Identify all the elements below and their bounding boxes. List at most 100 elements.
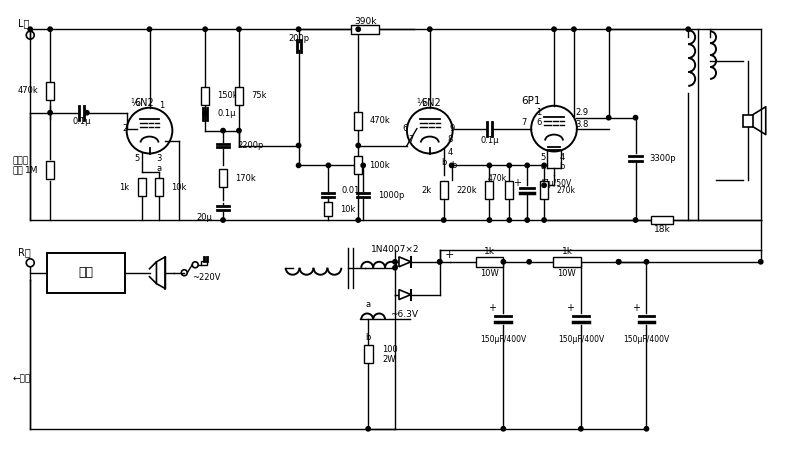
Circle shape [361, 163, 365, 168]
Text: 1000p: 1000p [378, 191, 404, 200]
Text: 4: 4 [448, 148, 453, 157]
Text: 1: 1 [536, 108, 542, 117]
Circle shape [356, 27, 361, 32]
Bar [201, 261, 207, 265]
Circle shape [428, 27, 432, 32]
Bar [46, 82, 54, 100]
Text: 6N2: 6N2 [421, 98, 441, 108]
Text: ~6.3V: ~6.3V [390, 310, 418, 319]
Circle shape [393, 266, 397, 270]
Text: 3.8: 3.8 [575, 120, 589, 129]
Text: 1N4007×2: 1N4007×2 [371, 245, 419, 254]
Bar [201, 87, 209, 105]
Circle shape [203, 111, 207, 116]
Text: b: b [452, 161, 457, 170]
Text: +: + [566, 303, 574, 312]
Bar [138, 178, 146, 196]
Circle shape [147, 27, 152, 32]
Text: 开关: 开关 [13, 166, 23, 175]
Text: 4: 4 [559, 153, 565, 162]
Circle shape [634, 218, 638, 222]
Circle shape [616, 260, 621, 264]
Bar [46, 161, 54, 179]
Bar [652, 216, 673, 224]
Text: 150k: 150k [217, 91, 238, 100]
Text: b: b [365, 333, 371, 342]
Text: 470k: 470k [487, 174, 506, 183]
Bar [47, 253, 125, 293]
Text: 200p: 200p [288, 34, 309, 43]
Text: 270k: 270k [556, 186, 575, 195]
Text: 20μ: 20μ [196, 213, 212, 222]
Text: 1k: 1k [562, 247, 573, 256]
Circle shape [326, 163, 331, 168]
Text: 100k: 100k [369, 161, 390, 170]
Circle shape [501, 426, 505, 431]
Circle shape [607, 115, 611, 120]
Text: 100: 100 [382, 345, 398, 354]
Text: ~220V: ~220V [192, 273, 221, 282]
Circle shape [552, 27, 556, 32]
Text: 带电源: 带电源 [13, 156, 28, 165]
Circle shape [437, 260, 442, 264]
Bar [364, 345, 373, 363]
Circle shape [203, 27, 207, 32]
Bar [440, 181, 448, 199]
Circle shape [645, 426, 649, 431]
Circle shape [542, 163, 547, 168]
Circle shape [487, 163, 492, 168]
Text: 9: 9 [449, 124, 454, 133]
Text: 2: 2 [122, 124, 127, 133]
Circle shape [572, 27, 576, 32]
Text: 2W: 2W [382, 354, 396, 364]
Polygon shape [399, 257, 411, 267]
Circle shape [48, 27, 52, 32]
Bar [540, 181, 548, 199]
Circle shape [28, 27, 32, 32]
Text: 18k: 18k [654, 225, 671, 234]
Circle shape [237, 27, 241, 32]
Circle shape [645, 260, 649, 264]
Polygon shape [399, 289, 411, 300]
Text: +: + [445, 250, 454, 260]
Circle shape [85, 110, 89, 115]
Circle shape [297, 143, 301, 147]
Circle shape [48, 110, 52, 115]
Text: 5: 5 [134, 154, 139, 163]
Bar [235, 87, 243, 105]
Text: R人: R人 [18, 247, 31, 257]
Circle shape [686, 27, 691, 32]
Text: 0.1μ: 0.1μ [217, 109, 236, 118]
Circle shape [437, 260, 442, 264]
Circle shape [297, 163, 301, 168]
Text: a: a [157, 164, 162, 173]
Circle shape [366, 426, 370, 431]
Text: 同上: 同上 [78, 266, 93, 279]
Text: 0.1μ: 0.1μ [480, 136, 498, 145]
Text: 10k: 10k [340, 205, 356, 213]
Text: 150μF/400V: 150μF/400V [623, 335, 670, 344]
Text: L人: L人 [18, 18, 30, 28]
Text: b: b [559, 162, 565, 171]
Bar [354, 112, 362, 130]
Circle shape [356, 218, 361, 222]
Bar [486, 181, 494, 199]
Text: 10k: 10k [172, 183, 187, 192]
Text: 390k: 390k [354, 17, 377, 26]
Circle shape [393, 260, 397, 264]
Text: b: b [441, 158, 446, 167]
Circle shape [634, 115, 638, 120]
Text: 2.9: 2.9 [575, 108, 588, 117]
Circle shape [237, 128, 241, 133]
Circle shape [542, 218, 547, 222]
Text: 1: 1 [159, 101, 164, 110]
Text: 6: 6 [403, 124, 407, 133]
Text: 150μF/400V: 150μF/400V [558, 335, 604, 344]
Text: 0.01: 0.01 [342, 186, 360, 195]
Text: +: + [488, 303, 497, 312]
Text: 2k: 2k [422, 186, 432, 195]
Text: 7: 7 [521, 118, 527, 127]
Circle shape [525, 218, 529, 222]
Circle shape [449, 163, 454, 168]
Text: 10W: 10W [558, 269, 577, 278]
